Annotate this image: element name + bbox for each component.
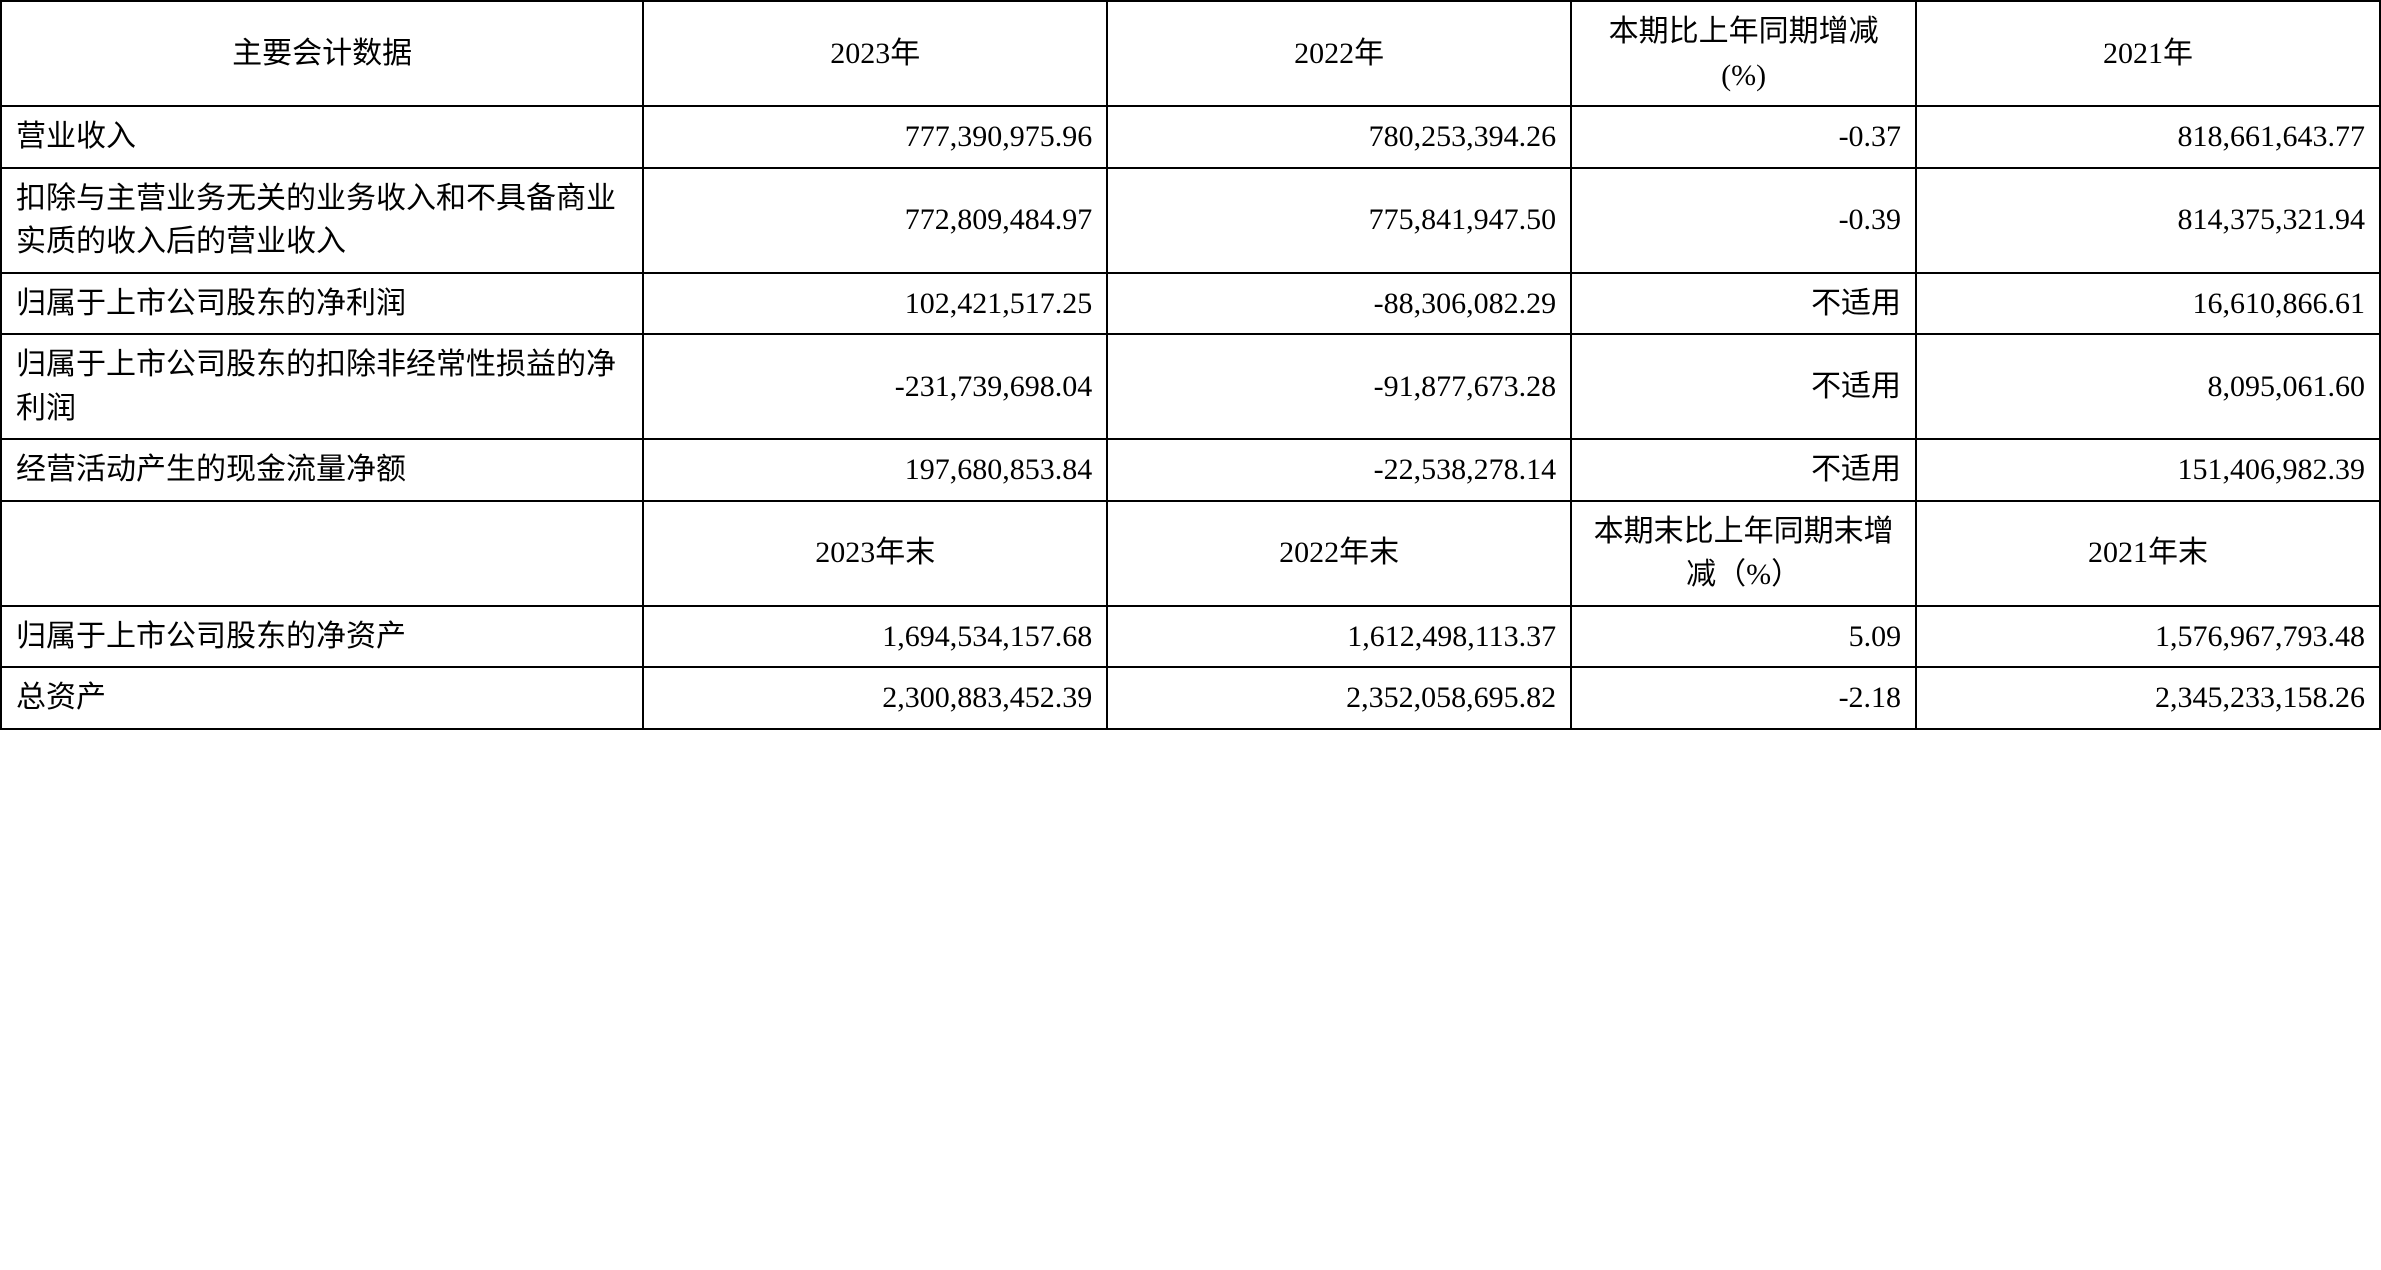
row-label: 经营活动产生的现金流量净额	[1, 439, 643, 501]
cell-value: -231,739,698.04	[643, 334, 1107, 439]
cell-value: 不适用	[1571, 273, 1916, 335]
cell-value: 1,576,967,793.48	[1916, 606, 2380, 668]
table-row: 扣除与主营业务无关的业务收入和不具备商业实质的收入后的营业收入 772,809,…	[1, 168, 2380, 273]
row-label: 归属于上市公司股东的净资产	[1, 606, 643, 668]
cell-value: 102,421,517.25	[643, 273, 1107, 335]
cell-value: -0.39	[1571, 168, 1916, 273]
table-header-row-2: 2023年末 2022年末 本期末比上年同期末增减（%） 2021年末	[1, 501, 2380, 606]
cell-value: 不适用	[1571, 334, 1916, 439]
cell-value: 2,345,233,158.26	[1916, 667, 2380, 729]
row-label: 归属于上市公司股东的扣除非经常性损益的净利润	[1, 334, 643, 439]
row-label: 扣除与主营业务无关的业务收入和不具备商业实质的收入后的营业收入	[1, 168, 643, 273]
cell-value: 2,300,883,452.39	[643, 667, 1107, 729]
row-label: 归属于上市公司股东的净利润	[1, 273, 643, 335]
table-row: 营业收入 777,390,975.96 780,253,394.26 -0.37…	[1, 106, 2380, 168]
cell-value: 1,694,534,157.68	[643, 606, 1107, 668]
col-header-2022-end: 2022年末	[1107, 501, 1571, 606]
table-row: 归属于上市公司股东的净利润 102,421,517.25 -88,306,082…	[1, 273, 2380, 335]
cell-value: 197,680,853.84	[643, 439, 1107, 501]
table-row: 归属于上市公司股东的扣除非经常性损益的净利润 -231,739,698.04 -…	[1, 334, 2380, 439]
col-header-change-end: 本期末比上年同期末增减（%）	[1571, 501, 1916, 606]
col-header-metric: 主要会计数据	[1, 1, 643, 106]
cell-value: 8,095,061.60	[1916, 334, 2380, 439]
cell-value: -2.18	[1571, 667, 1916, 729]
cell-value: 772,809,484.97	[643, 168, 1107, 273]
table-row: 总资产 2,300,883,452.39 2,352,058,695.82 -2…	[1, 667, 2380, 729]
cell-value: 814,375,321.94	[1916, 168, 2380, 273]
col-header-2023: 2023年	[643, 1, 1107, 106]
col-header-2021-end: 2021年末	[1916, 501, 2380, 606]
table-row: 归属于上市公司股东的净资产 1,694,534,157.68 1,612,498…	[1, 606, 2380, 668]
financial-data-table: 主要会计数据 2023年 2022年 本期比上年同期增减(%) 2021年 营业…	[0, 0, 2381, 730]
cell-value: 780,253,394.26	[1107, 106, 1571, 168]
cell-value: 777,390,975.96	[643, 106, 1107, 168]
table-header-row-1: 主要会计数据 2023年 2022年 本期比上年同期增减(%) 2021年	[1, 1, 2380, 106]
cell-value: -88,306,082.29	[1107, 273, 1571, 335]
col-header-change: 本期比上年同期增减(%)	[1571, 1, 1916, 106]
col-header-2021: 2021年	[1916, 1, 2380, 106]
table-row: 经营活动产生的现金流量净额 197,680,853.84 -22,538,278…	[1, 439, 2380, 501]
cell-value: 16,610,866.61	[1916, 273, 2380, 335]
row-label: 总资产	[1, 667, 643, 729]
col-header-2022: 2022年	[1107, 1, 1571, 106]
cell-value: -22,538,278.14	[1107, 439, 1571, 501]
cell-value: 5.09	[1571, 606, 1916, 668]
cell-value: 2,352,058,695.82	[1107, 667, 1571, 729]
col-header-2023-end: 2023年末	[643, 501, 1107, 606]
cell-value: 不适用	[1571, 439, 1916, 501]
cell-value: 1,612,498,113.37	[1107, 606, 1571, 668]
cell-value: -91,877,673.28	[1107, 334, 1571, 439]
cell-value: 818,661,643.77	[1916, 106, 2380, 168]
cell-value: 775,841,947.50	[1107, 168, 1571, 273]
col-header-metric-2	[1, 501, 643, 606]
cell-value: 151,406,982.39	[1916, 439, 2380, 501]
row-label: 营业收入	[1, 106, 643, 168]
cell-value: -0.37	[1571, 106, 1916, 168]
